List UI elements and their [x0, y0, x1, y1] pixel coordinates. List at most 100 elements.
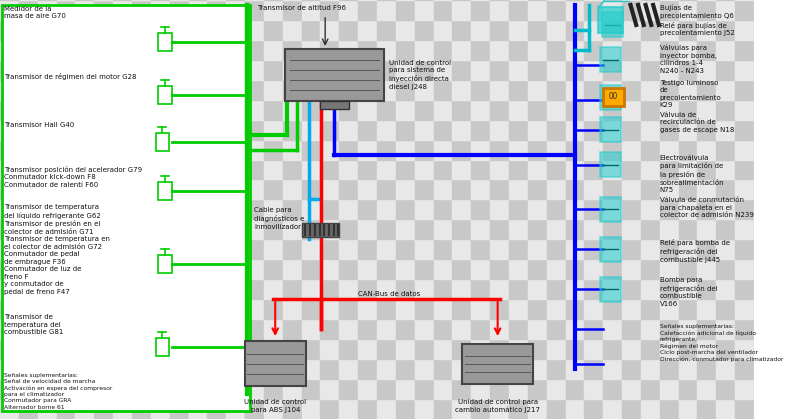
Bar: [735, 179, 754, 200]
Bar: [339, 60, 358, 80]
Bar: [339, 379, 358, 399]
Bar: [600, 237, 621, 262]
Bar: [94, 359, 113, 379]
Bar: [471, 219, 490, 239]
Bar: [377, 359, 396, 379]
Bar: [377, 60, 396, 80]
Bar: [396, 80, 414, 100]
Bar: [57, 379, 75, 399]
Bar: [339, 299, 358, 319]
Bar: [622, 160, 641, 179]
Bar: [490, 379, 509, 399]
Bar: [396, 359, 414, 379]
Bar: [245, 160, 264, 179]
Bar: [170, 100, 189, 120]
Bar: [509, 0, 528, 20]
Bar: [716, 299, 735, 319]
Bar: [641, 339, 660, 359]
Bar: [38, 20, 57, 40]
Bar: [0, 299, 19, 319]
Bar: [471, 100, 490, 120]
Text: CAN-Bus de datos: CAN-Bus de datos: [358, 291, 421, 297]
Bar: [321, 239, 339, 259]
Bar: [245, 259, 264, 279]
Bar: [57, 239, 75, 259]
Bar: [453, 60, 471, 80]
Bar: [546, 80, 566, 100]
Bar: [57, 100, 75, 120]
Bar: [602, 13, 623, 37]
Bar: [716, 339, 735, 359]
Bar: [754, 160, 773, 179]
Bar: [113, 60, 132, 80]
Bar: [414, 239, 434, 259]
Bar: [566, 200, 584, 219]
Bar: [321, 299, 339, 319]
Bar: [546, 259, 566, 279]
Bar: [151, 219, 170, 239]
Bar: [716, 379, 735, 399]
Bar: [434, 200, 453, 219]
Bar: [0, 200, 19, 219]
Bar: [189, 160, 207, 179]
Bar: [358, 239, 377, 259]
Bar: [754, 0, 773, 20]
Bar: [57, 80, 75, 100]
Bar: [716, 319, 735, 339]
Bar: [38, 259, 57, 279]
Bar: [396, 139, 414, 160]
Bar: [414, 379, 434, 399]
Bar: [603, 279, 622, 299]
Bar: [282, 120, 302, 139]
Bar: [282, 20, 302, 40]
Bar: [698, 339, 716, 359]
Bar: [660, 20, 678, 40]
Bar: [414, 139, 434, 160]
Text: Válvula de
recirculación de
gases de escape N18: Válvula de recirculación de gases de esc…: [660, 112, 734, 133]
Bar: [170, 359, 189, 379]
Bar: [321, 40, 339, 60]
Bar: [584, 40, 603, 60]
Bar: [434, 399, 453, 419]
Bar: [698, 20, 716, 40]
Bar: [245, 20, 264, 40]
Bar: [226, 179, 245, 200]
Bar: [151, 179, 170, 200]
Bar: [396, 60, 414, 80]
Bar: [660, 40, 678, 60]
Bar: [735, 40, 754, 60]
Bar: [471, 40, 490, 60]
Bar: [641, 359, 660, 379]
Bar: [698, 319, 716, 339]
Bar: [339, 40, 358, 60]
Bar: [113, 219, 132, 239]
Bar: [245, 359, 264, 379]
Bar: [603, 60, 622, 80]
Bar: [57, 20, 75, 40]
Bar: [584, 239, 603, 259]
Bar: [622, 399, 641, 419]
Bar: [151, 80, 170, 100]
Bar: [113, 299, 132, 319]
Bar: [113, 200, 132, 219]
Bar: [622, 20, 641, 40]
Bar: [678, 219, 698, 239]
Bar: [396, 40, 414, 60]
Bar: [245, 219, 264, 239]
Bar: [302, 239, 321, 259]
Bar: [434, 100, 453, 120]
Bar: [396, 339, 414, 359]
Bar: [698, 120, 716, 139]
Bar: [264, 100, 282, 120]
Bar: [158, 86, 171, 104]
Bar: [490, 359, 509, 379]
Bar: [170, 239, 189, 259]
Bar: [321, 379, 339, 399]
Bar: [94, 0, 113, 20]
Bar: [358, 299, 377, 319]
Bar: [528, 80, 546, 100]
Bar: [38, 200, 57, 219]
Bar: [509, 239, 528, 259]
Bar: [509, 179, 528, 200]
Bar: [716, 120, 735, 139]
